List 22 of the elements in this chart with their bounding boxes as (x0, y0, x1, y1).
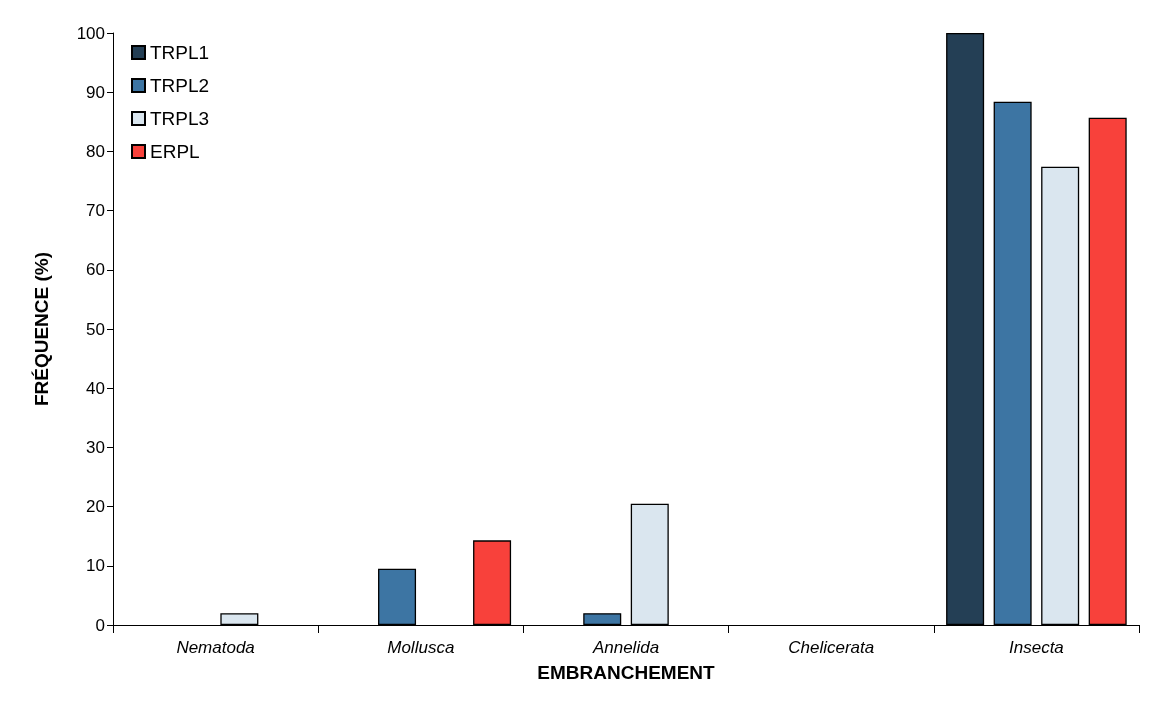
y-axis-title: FRÉQUENCE (%) (31, 251, 52, 407)
y-tick-label: 100 (76, 23, 105, 43)
legend-label: TRPL2 (150, 75, 210, 96)
y-tick-label: 20 (86, 497, 105, 517)
y-tick-label: 50 (86, 319, 105, 339)
legend-label: TRPL1 (150, 42, 210, 63)
legend-label: TRPL3 (150, 108, 210, 129)
x-tick-label: Insecta (1008, 638, 1064, 657)
y-tick-label: 60 (86, 260, 105, 280)
x-tick-label: Annelida (591, 638, 660, 657)
y-tick-label: 70 (86, 201, 105, 221)
x-tick-label: Chelicerata (788, 638, 875, 657)
y-tick-label: 90 (86, 82, 105, 102)
y-tick-label: 40 (86, 378, 105, 398)
y-tick-label: 80 (86, 141, 105, 161)
y-tick-label: 30 (86, 437, 105, 457)
y-tick-label: 10 (86, 556, 105, 576)
x-axis-title: EMBRANCHEMENT (537, 662, 716, 683)
legend-label: ERPL (150, 141, 200, 162)
x-tick-label: Mollusca (387, 638, 455, 657)
y-tick-label: 0 (95, 615, 105, 635)
x-tick-label: Nematoda (176, 638, 255, 657)
